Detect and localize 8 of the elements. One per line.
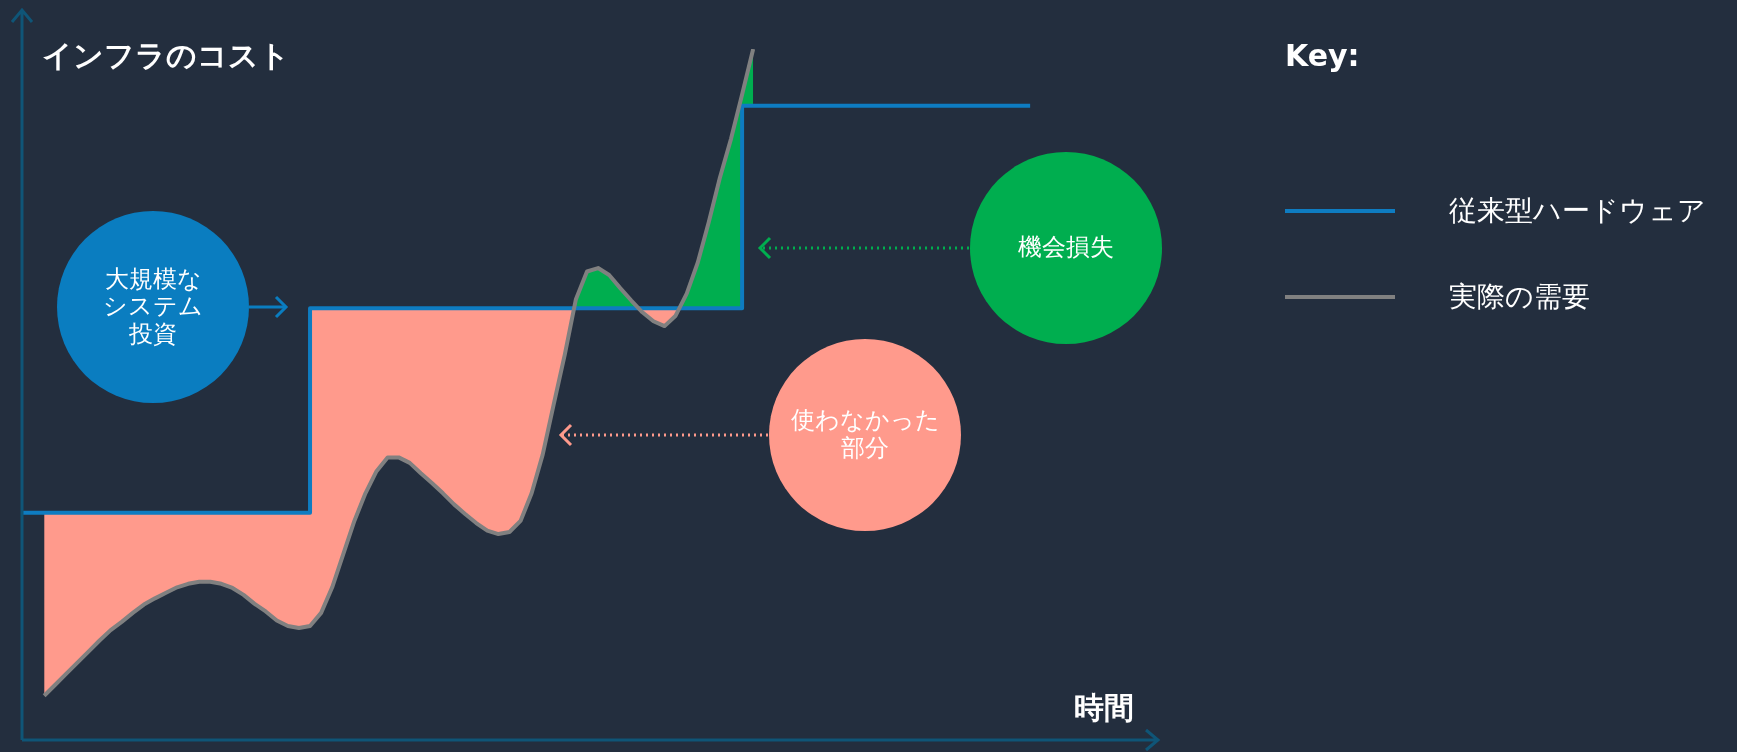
annotation: 機会損失 [1017,232,1115,264]
legend-title: Key: [1285,38,1361,73]
x-axis-title: 時間 [1074,689,1134,727]
y-axis-title: インフラのコスト [42,37,290,75]
annotation: 大規模なシステム投資 [102,263,204,350]
annotation: 使わなかった部分 [789,405,941,464]
legend-label: 実際の需要 [1449,279,1590,315]
legend-label: 従来型ハードウェア [1449,193,1706,229]
